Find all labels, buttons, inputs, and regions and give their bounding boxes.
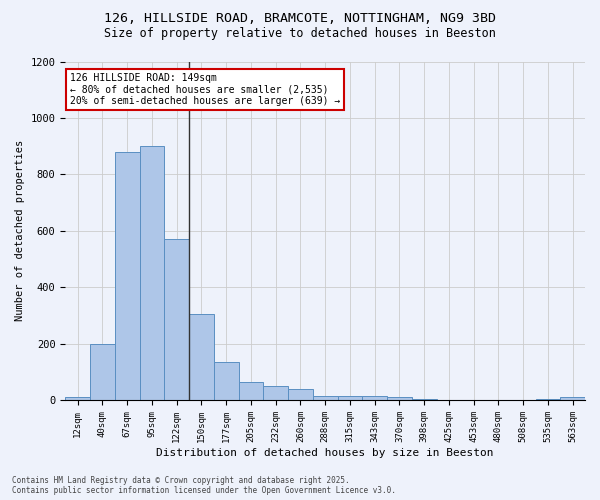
Bar [387, 397, 412, 400]
Text: Contains HM Land Registry data © Crown copyright and database right 2025.
Contai: Contains HM Land Registry data © Crown c… [12, 476, 396, 495]
Bar [338, 396, 362, 400]
Bar [214, 362, 239, 400]
Bar [239, 382, 263, 400]
Bar [536, 398, 560, 400]
Bar [362, 396, 387, 400]
Bar [164, 239, 189, 400]
Bar [90, 344, 115, 400]
Text: 126, HILLSIDE ROAD, BRAMCOTE, NOTTINGHAM, NG9 3BD: 126, HILLSIDE ROAD, BRAMCOTE, NOTTINGHAM… [104, 12, 496, 26]
Bar [115, 152, 140, 400]
Bar [313, 396, 338, 400]
Text: 126 HILLSIDE ROAD: 149sqm
← 80% of detached houses are smaller (2,535)
20% of se: 126 HILLSIDE ROAD: 149sqm ← 80% of detac… [70, 73, 340, 106]
Bar [288, 388, 313, 400]
Bar [140, 146, 164, 400]
Bar [263, 386, 288, 400]
Text: Size of property relative to detached houses in Beeston: Size of property relative to detached ho… [104, 28, 496, 40]
Bar [412, 398, 437, 400]
Bar [189, 314, 214, 400]
Bar [560, 397, 585, 400]
Bar [65, 397, 90, 400]
Y-axis label: Number of detached properties: Number of detached properties [15, 140, 25, 322]
X-axis label: Distribution of detached houses by size in Beeston: Distribution of detached houses by size … [157, 448, 494, 458]
